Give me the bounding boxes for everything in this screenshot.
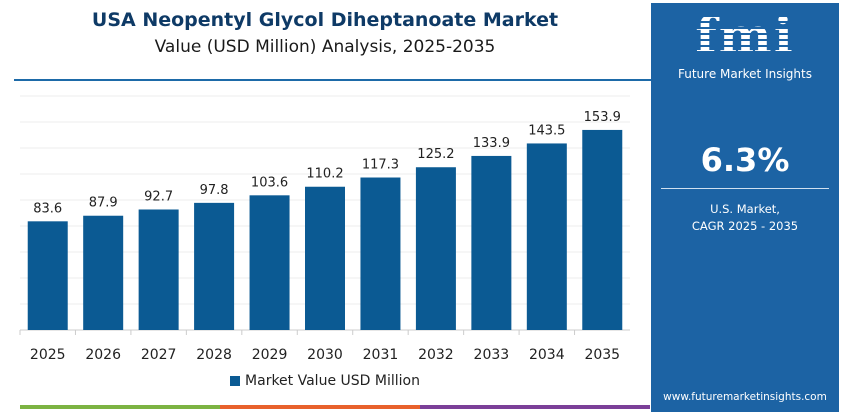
bar-2034	[526, 143, 567, 330]
x-tick-label-2027: 2027	[141, 347, 177, 363]
data-label-2026: 87.9	[89, 196, 118, 211]
logo-subtitle: Future Market Insights	[677, 67, 812, 81]
data-label-2035: 153.9	[584, 110, 621, 125]
legend-label: Market Value USD Million	[245, 373, 420, 389]
data-label-2028: 97.8	[200, 183, 229, 198]
bar-2035	[582, 129, 623, 330]
bar-2032	[415, 167, 456, 330]
stripe-purple	[420, 405, 650, 409]
cagr-value: 6.3%	[700, 141, 790, 179]
stripe-green	[20, 405, 220, 409]
data-label-2027: 92.7	[144, 189, 173, 204]
x-tick-label-2034: 2034	[529, 347, 565, 363]
x-tick-label-2025: 2025	[30, 347, 66, 363]
x-tick-label-2032: 2032	[418, 347, 454, 363]
panel-divider	[661, 188, 829, 189]
data-label-2029: 103.6	[251, 175, 288, 190]
bar-chart: 83.6 2025 87.9 2026 92.7 2027 97.8 2028 103.6 202…	[19, 95, 630, 363]
title-divider	[14, 79, 654, 81]
data-label-2032: 125.2	[417, 147, 454, 162]
data-label-2034: 143.5	[528, 123, 565, 138]
bar-2026	[83, 215, 124, 330]
data-label-2025: 83.6	[33, 201, 62, 216]
data-label-2030: 110.2	[306, 167, 343, 182]
cagr-label-period: CAGR 2025 - 2035	[691, 219, 799, 233]
bar-2033	[471, 155, 512, 330]
bar-2025	[27, 221, 68, 330]
legend: Market Value USD Million	[0, 372, 650, 390]
website-link[interactable]: www.futuremarketinsights.com	[663, 391, 827, 403]
x-tick-label-2033: 2033	[474, 347, 510, 363]
fmi-logo: fmi	[651, 11, 839, 61]
summary-panel: fmi Future Market Insights 6.3% U.S. Mar…	[651, 3, 839, 412]
x-tick-label-2030: 2030	[307, 347, 343, 363]
x-tick-label-2028: 2028	[196, 347, 232, 363]
x-tick-label-2026: 2026	[85, 347, 121, 363]
bar-2027	[138, 209, 179, 330]
cagr-label-market: U.S. Market,	[710, 202, 780, 216]
chart-subtitle: Value (USD Million) Analysis, 2025-2035	[154, 37, 496, 57]
legend-swatch	[230, 376, 241, 386]
bar-2029	[249, 195, 290, 330]
chart-title: USA Neopentyl Glycol Diheptanoate Market	[91, 9, 559, 31]
x-tick-label-2035: 2035	[584, 347, 620, 363]
bar-2028	[194, 202, 235, 330]
stripe-orange	[220, 405, 420, 409]
bar-2031	[360, 177, 401, 330]
x-tick-label-2029: 2029	[252, 347, 288, 363]
x-tick-label-2031: 2031	[363, 347, 399, 363]
bar-2030	[305, 186, 345, 330]
data-label-2033: 133.9	[473, 136, 510, 151]
data-label-2031: 117.3	[362, 158, 399, 173]
